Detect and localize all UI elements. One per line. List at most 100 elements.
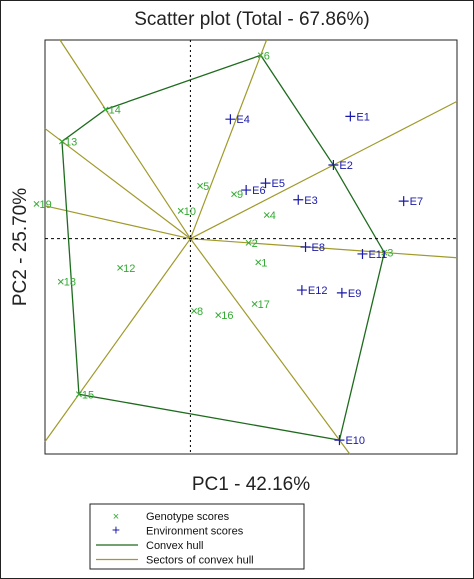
legend-marker-symbol: × [113, 511, 119, 523]
environment-point-e2: E2 [328, 160, 353, 172]
genotype-marker [191, 307, 198, 314]
environment-marker [334, 435, 345, 446]
genotype-label: 12 [123, 263, 135, 275]
origin-axes [45, 40, 457, 454]
environment-point-e4: E4 [225, 114, 250, 126]
y-axis-label: PC2 - 25.70% [10, 188, 31, 306]
genotype-point-14: 14 [102, 104, 121, 116]
genotype-marker [257, 52, 264, 59]
legend-item: + Environment scores [112, 522, 244, 538]
genotype-label: 9 [237, 189, 243, 201]
legend-label: Convex hull [146, 540, 203, 552]
genotype-label: 14 [109, 104, 121, 116]
environment-marker [260, 178, 271, 189]
environment-marker [345, 111, 356, 122]
genotype-label: 10 [184, 206, 196, 218]
plot-area-border [44, 39, 458, 455]
genotype-marker [263, 212, 270, 219]
environment-label: E7 [410, 196, 423, 208]
genotype-marker [59, 138, 65, 145]
genotype-label: 8 [197, 306, 203, 318]
environment-label: E10 [345, 435, 365, 447]
legend-label: Genotype scores [146, 511, 230, 523]
genotype-point-2: 2 [245, 238, 258, 250]
genotype-point-8: 8 [191, 306, 203, 318]
environment-point-e12: E12 [296, 285, 327, 297]
genotype-label: 4 [270, 210, 276, 222]
legend-label: Sectors of convex hull [146, 555, 254, 567]
genotype-label: 6 [264, 50, 270, 62]
legend-item: Sectors of convex hull [96, 555, 254, 567]
environment-point-e9: E9 [336, 287, 361, 300]
legend: × Genotype scores + Environment scores Conve… [89, 503, 305, 570]
genotype-marker [381, 249, 388, 256]
genotype-marker [245, 239, 252, 246]
genotype-label: 3 [387, 248, 393, 260]
genotype-point-15: 15 [75, 389, 94, 401]
environment-label: E3 [304, 195, 317, 207]
environment-marker [300, 242, 311, 252]
environment-point-e1: E1 [345, 111, 370, 123]
convex-hull-polygon [61, 54, 385, 441]
genotype-label: 2 [252, 238, 258, 250]
convex-hull [61, 54, 385, 441]
genotype-marker [102, 106, 109, 113]
environment-point-e6: E6 [241, 185, 266, 197]
genotype-marker [197, 182, 204, 189]
genotype-marker [251, 301, 258, 307]
genotype-point-9: 9 [231, 189, 243, 201]
sector-line-15 [44, 238, 191, 442]
genotype-marker [117, 264, 124, 271]
genotype-marker [57, 278, 64, 285]
genotype-point-10: 10 [177, 206, 196, 218]
environment-label: E11 [368, 249, 387, 261]
genotype-marker [255, 259, 262, 266]
environment-label: E2 [339, 160, 352, 172]
environment-marker [296, 285, 307, 296]
environment-marker [241, 185, 252, 196]
environment-marker [225, 114, 236, 125]
environment-point-e8: E8 [300, 242, 325, 254]
genotype-point-5: 5 [197, 181, 209, 193]
environment-point-e11: E11 [357, 248, 387, 261]
environment-label: E8 [312, 242, 325, 254]
environment-label: E9 [348, 288, 361, 300]
environment-marker [398, 196, 409, 207]
environment-marker [328, 160, 339, 171]
genotype-point-19: 19 [33, 199, 52, 211]
genotype-label: 19 [40, 199, 52, 211]
genotype-label: 5 [203, 181, 209, 193]
genotype-marker [75, 391, 82, 398]
genotype-point-12: 12 [117, 263, 135, 275]
sector-line-e10 [189, 238, 351, 455]
genotype-label: 16 [221, 310, 233, 322]
sector-line-14 [59, 39, 191, 239]
environment-point-e5: E5 [260, 178, 285, 190]
environment-label: E1 [356, 111, 369, 123]
environment-marker [293, 194, 304, 205]
genotype-point-13: 13 [59, 136, 77, 148]
legend-item: × Genotype scores [113, 511, 230, 523]
data-points: 12 3 4 5 6 8 9 10 12 13 14 15 16 17 18 19 E1 E2 E3 E4 E5 E6 E7… [33, 50, 423, 447]
legend-label: Environment scores [146, 526, 244, 538]
environment-label: E5 [272, 178, 285, 190]
genotype-label: 13 [65, 136, 77, 148]
genotype-marker [215, 312, 222, 319]
legend-item: Convex hull [96, 540, 203, 552]
genotype-point-18: 18 [57, 277, 76, 289]
chart-title: Scatter plot (Total - 67.86%) [134, 9, 370, 30]
genotype-point-4: 4 [263, 210, 276, 222]
environment-marker [336, 287, 347, 298]
genotype-label: 15 [82, 389, 94, 401]
environment-point-e10: E10 [334, 435, 365, 447]
sector-lines [44, 39, 458, 455]
genotype-point-3: 3 [381, 248, 393, 260]
legend-box [89, 503, 305, 570]
genotype-point-16: 16 [215, 310, 234, 322]
genotype-label: 18 [64, 277, 76, 289]
sector-line-6 [189, 39, 268, 239]
genotype-label: 17 [258, 299, 270, 311]
environment-marker [357, 248, 368, 259]
sector-line-e2 [190, 100, 458, 240]
